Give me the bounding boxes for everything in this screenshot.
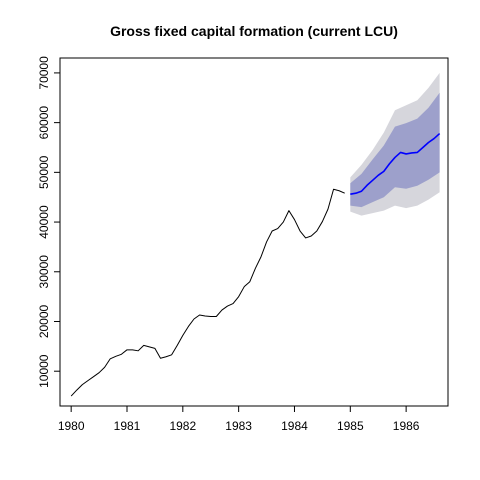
x-tick-label: 1983	[225, 419, 252, 433]
series-lines	[70, 132, 441, 397]
y-tick-label: 50000	[37, 155, 51, 189]
y-tick-label: 60000	[37, 106, 51, 140]
y-tick-label: 20000	[37, 304, 51, 338]
x-tick-label: 1981	[114, 419, 141, 433]
forecast-band-inner	[350, 92, 440, 208]
x-tick-label: 1984	[281, 419, 308, 433]
series-line-historical	[70, 188, 345, 397]
x-tick-label: 1986	[393, 419, 420, 433]
x-tick-label: 1980	[58, 419, 85, 433]
x-tick-label: 1982	[169, 419, 196, 433]
y-tick-label: 30000	[37, 255, 51, 289]
chart-title: Gross fixed capital formation (current L…	[110, 23, 398, 39]
x-tick-label: 1985	[337, 419, 364, 433]
y-axis: 10000 20000 30000 40000 50000 60000 70000	[37, 56, 61, 388]
x-axis: 1980 1981 1982 1983 1984 1985 1986	[58, 405, 420, 433]
y-tick-label: 10000	[37, 354, 51, 388]
series-line-forecast	[350, 132, 441, 196]
y-tick-label: 40000	[37, 205, 51, 239]
y-tick-label: 70000	[37, 56, 51, 90]
